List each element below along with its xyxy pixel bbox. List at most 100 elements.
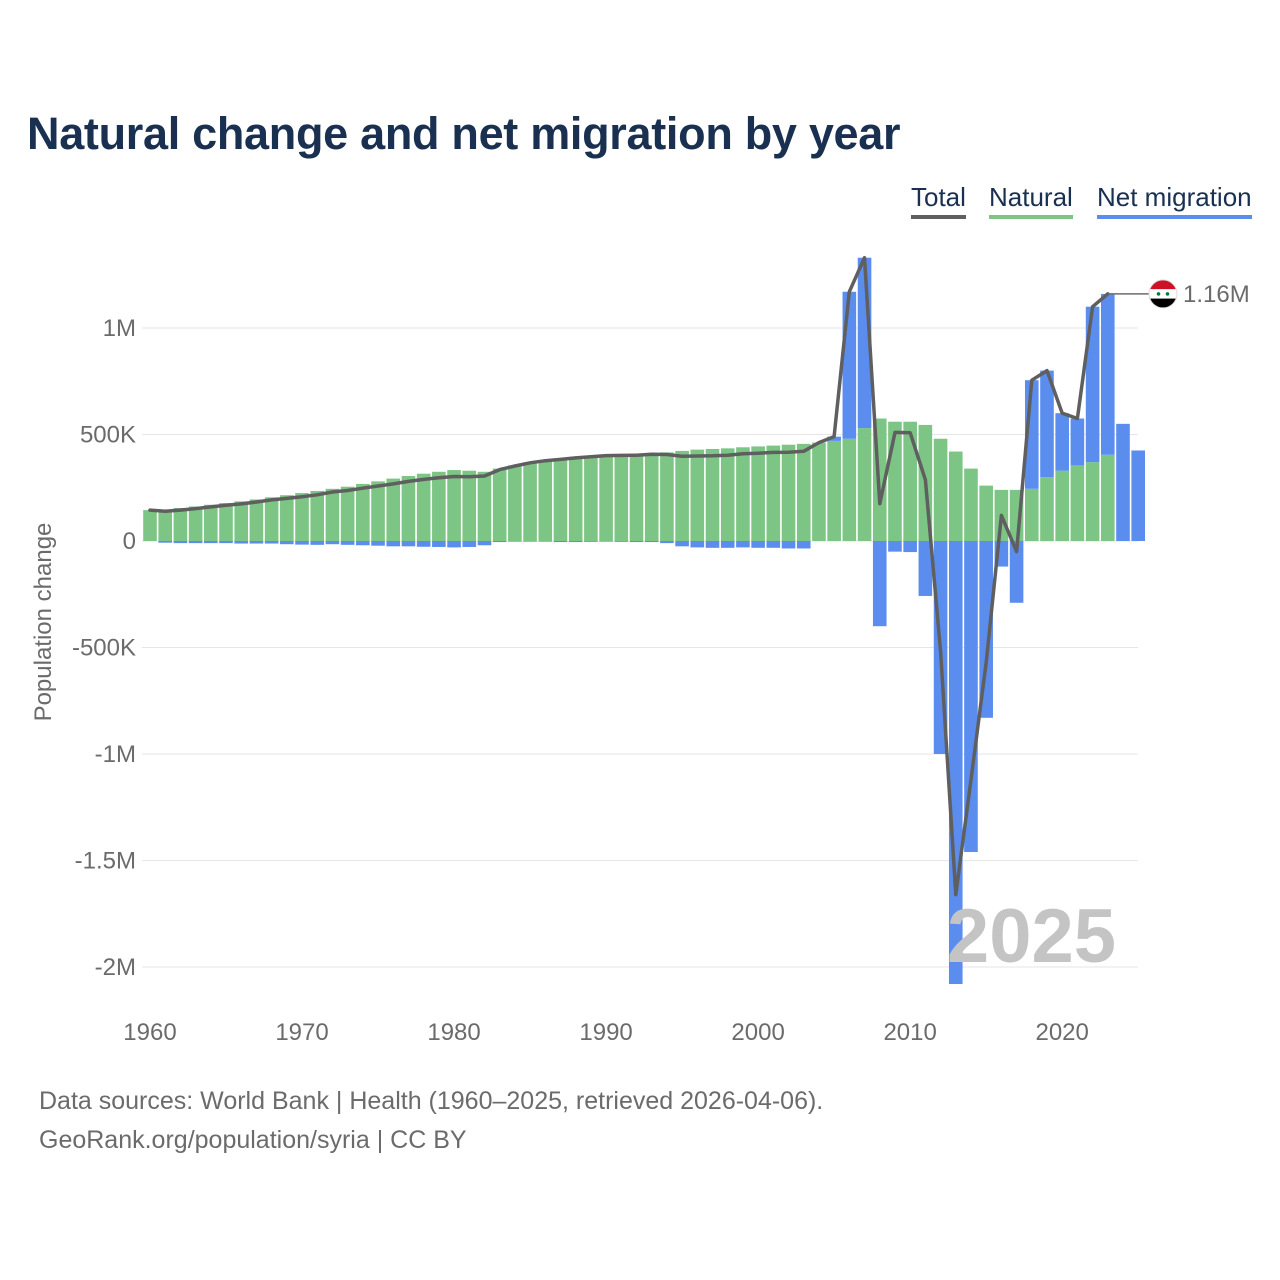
year-watermark: 2025: [947, 894, 1116, 979]
y-tick-label: 500K: [80, 422, 136, 449]
bar-net-migration: [310, 541, 325, 545]
bar-natural: [614, 454, 629, 541]
y-axis-label: Population change: [30, 523, 57, 722]
bar-natural: [629, 454, 644, 541]
bar-net-migration: [964, 541, 978, 852]
bar-net-migration: [888, 541, 902, 552]
bar-net-migration: [705, 541, 720, 548]
bar-net-migration: [1085, 306, 1100, 463]
y-tick-label: 0: [123, 528, 136, 555]
y-tick-label: 1M: [103, 315, 136, 342]
bar-natural: [1024, 488, 1039, 541]
legend-natural[interactable]: Natural: [989, 182, 1073, 219]
flag-stripe-black: [1149, 298, 1177, 308]
bar-net-migration: [736, 541, 750, 548]
bar-natural: [933, 438, 948, 541]
flag-border: [1148, 279, 1178, 309]
flag-star: [1156, 292, 1161, 296]
bar-net-migration: [492, 541, 507, 543]
bar-net-migration: [416, 541, 431, 547]
bar-net-migration: [386, 541, 401, 547]
x-tick-label: 2010: [883, 1019, 936, 1046]
y-tick-label: -1M: [95, 741, 136, 768]
bar-net-migration: [508, 541, 522, 542]
bar-natural: [416, 473, 431, 541]
y-tick-label: -1.5M: [75, 848, 136, 875]
bar-natural: [720, 448, 735, 541]
bar-net-migration: [553, 541, 568, 543]
bar-net-migration: [690, 541, 705, 548]
bar-net-migration: [1070, 418, 1085, 466]
bar-net-migration: [872, 541, 887, 627]
total-line-group: [148, 255, 1110, 897]
bar-net-migration: [477, 541, 492, 546]
bar-natural: [340, 486, 355, 541]
chart-title: Natural change and net migration by year: [27, 108, 901, 159]
bar-net-migration: [751, 541, 765, 548]
bar-natural: [295, 493, 309, 541]
bar-natural: [249, 499, 264, 541]
bar-natural: [310, 490, 325, 541]
bar-net-migration: [979, 541, 993, 718]
bar-natural: [432, 471, 446, 541]
total-line: [148, 255, 1110, 897]
bar-natural: [568, 456, 583, 541]
bar-natural: [188, 506, 203, 541]
bar-natural: [812, 442, 826, 541]
bar-net-migration: [204, 541, 218, 544]
bar-natural: [766, 445, 781, 541]
bar-natural: [173, 507, 188, 541]
bar-net-migration: [827, 436, 841, 441]
x-tick-label: 1990: [579, 1019, 632, 1046]
bar-net-migration: [1116, 423, 1130, 541]
legend-net-migration[interactable]: Net migration: [1097, 182, 1252, 219]
bar-natural: [264, 497, 279, 541]
x-tick-label: 1960: [123, 1019, 176, 1046]
bar-net-migration: [1100, 293, 1115, 455]
flag-stripe-white: [1149, 289, 1177, 299]
bar-net-migration: [796, 541, 811, 549]
chart-canvas: 1M 500K 0 -500K -1M -1.5M -2M 1960 1970 1980 1990 2…: [30, 255, 1250, 1046]
footer-sources: Data sources: World Bank | Health (1960–…: [39, 1087, 824, 1115]
bar-natural: [1070, 465, 1085, 541]
bar-natural: [356, 483, 370, 541]
bar-natural: [736, 447, 750, 541]
bar-natural: [599, 454, 613, 541]
axes: 1M 500K 0 -500K -1M -1.5M -2M 1960 1970 1980 1990 2…: [72, 315, 1089, 1046]
bar-natural: [979, 485, 993, 541]
bar-net-migration: [614, 541, 629, 542]
bar-natural: [796, 443, 811, 541]
x-tick-label: 2020: [1035, 1019, 1088, 1046]
footer-link[interactable]: GeoRank.org/population/syria | CC BY: [39, 1126, 467, 1154]
bar-net-migration: [264, 541, 279, 544]
bar-net-migration: [295, 541, 309, 545]
bar-net-migration: [325, 541, 340, 545]
bar-net-migration: [401, 541, 416, 547]
bar-natural: [857, 428, 872, 541]
y-tick-label: -500K: [72, 635, 136, 662]
bar-net-migration: [1009, 541, 1024, 603]
y-tick-label: -2M: [95, 954, 136, 981]
x-tick-label: 1980: [427, 1019, 480, 1046]
bar-net-migration: [781, 541, 796, 549]
bar-net-migration: [523, 541, 537, 542]
bar-natural: [143, 510, 157, 541]
bar-natural: [660, 452, 674, 541]
bar-natural: [705, 448, 720, 541]
bars: [143, 257, 1146, 985]
legend-total[interactable]: Total: [911, 182, 966, 219]
bar-natural: [523, 462, 537, 541]
bar-net-migration: [918, 541, 933, 596]
x-tick-label: 2000: [731, 1019, 784, 1046]
flag-stripe-red: [1149, 279, 1177, 290]
bar-net-migration: [1131, 450, 1146, 541]
bar-natural: [948, 451, 963, 541]
bar-natural: [553, 458, 568, 541]
bar-natural: [204, 504, 218, 541]
bar-natural: [690, 449, 705, 541]
bar-net-migration: [568, 541, 583, 543]
bar-net-migration: [234, 541, 249, 544]
bar-natural: [1085, 462, 1100, 541]
bar-natural: [401, 476, 416, 541]
bar-natural: [751, 446, 765, 541]
